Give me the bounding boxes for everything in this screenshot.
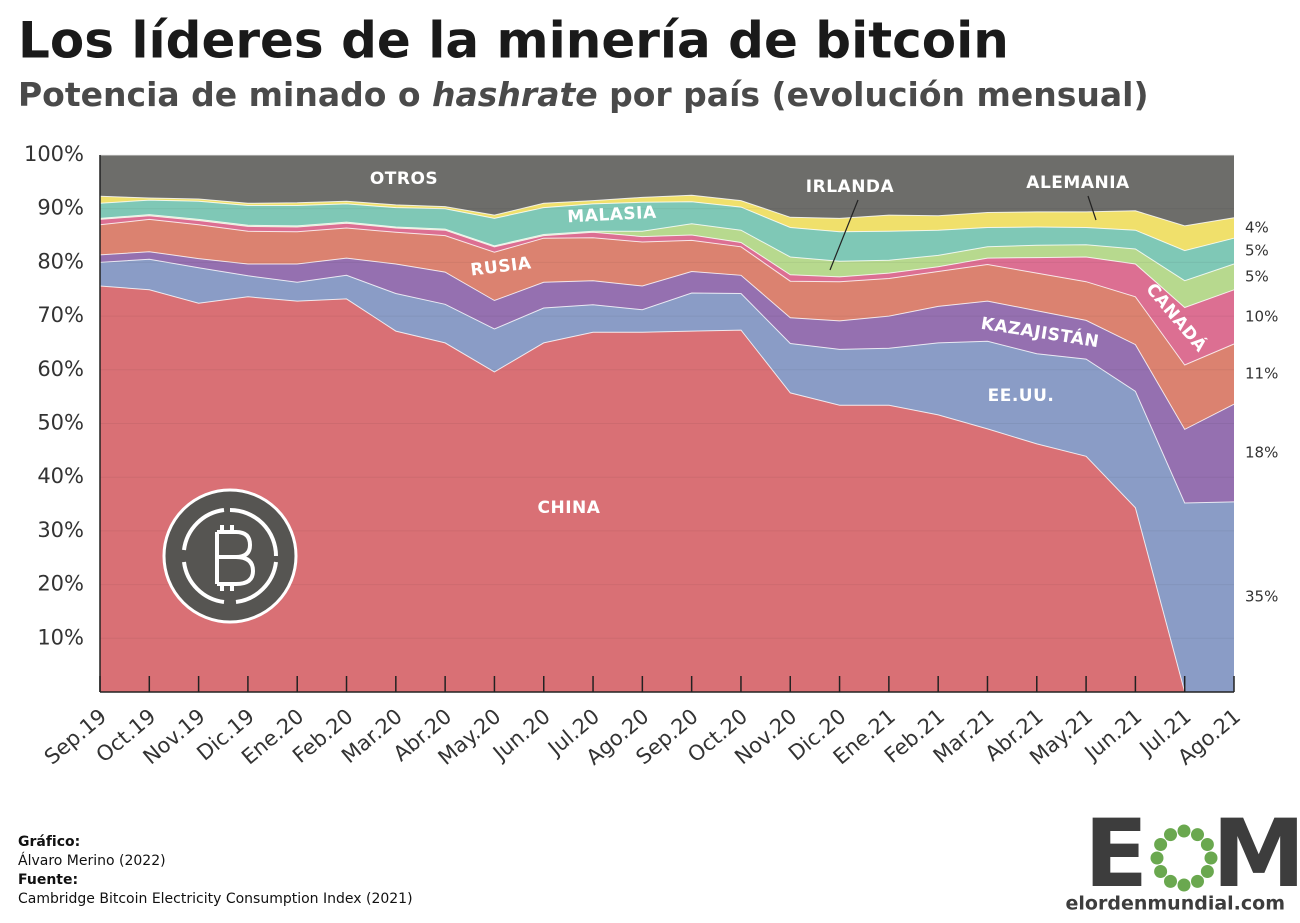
logo-dot [1191, 828, 1204, 842]
credit: Álvaro Merino (2022) [18, 852, 166, 869]
logo-ring [1150, 824, 1218, 892]
area-edge [99, 218, 1235, 366]
area-edge [99, 285, 1234, 693]
area-label: MALASIA [567, 203, 658, 228]
source-title: Fuente: [18, 872, 78, 888]
logo-dot [1191, 874, 1204, 888]
y-tick-label: 20% [37, 572, 84, 596]
end-label: 11% [1245, 365, 1278, 383]
area-edge [99, 258, 1235, 504]
y-tick-label: 60% [37, 357, 84, 381]
footer: Gráfico: Álvaro Merino (2022) Fuente: Ca… [18, 834, 413, 907]
area [100, 195, 1234, 251]
logo-letter: M [1212, 800, 1300, 909]
logo-dot [1164, 874, 1177, 888]
logo-dot [1200, 838, 1214, 851]
end-label: 35% [1245, 587, 1278, 605]
area-edge [99, 199, 1235, 252]
logo-dot [1177, 878, 1191, 892]
chart-title: Los líderes de la minería de bitcoin [18, 12, 1009, 70]
chart-subtitle: Potencia de minado o hashrate por país (… [18, 75, 1149, 114]
end-label: 4% [1245, 219, 1269, 237]
area [100, 251, 1234, 503]
logo-dot [1164, 828, 1177, 842]
y-tick-label: 100% [24, 142, 84, 166]
end-label: 5% [1245, 267, 1269, 285]
area [100, 219, 1234, 430]
end-label: 5% [1245, 242, 1269, 260]
logo: E M elordenmundial.com [1066, 800, 1300, 915]
logo-dot [1200, 865, 1214, 878]
area [100, 259, 1234, 692]
bitcoin-icon [162, 488, 298, 624]
subtitle-part: Potencia de minado o [18, 75, 432, 114]
subtitle-part: por país (evolución mensual) [598, 75, 1149, 114]
y-tick-label: 90% [37, 196, 84, 220]
end-label: 10% [1245, 307, 1278, 325]
y-tick-label: 10% [37, 625, 84, 649]
source: Cambridge Bitcoin Electricity Consumptio… [18, 891, 413, 907]
logo-dot [1154, 838, 1168, 851]
area-edge [99, 214, 1235, 282]
end-label: 18% [1245, 444, 1278, 462]
area [100, 200, 1234, 281]
area-label: OTROS [370, 169, 438, 189]
area-label: EE.UU. [988, 386, 1055, 406]
area-edge [99, 194, 1235, 227]
area-label: IRLANDA [806, 177, 895, 197]
area-label: CHINA [538, 498, 601, 518]
y-tick-label: 70% [37, 303, 84, 327]
area-edge [99, 215, 1235, 309]
area-label: ALEMANIA [1026, 173, 1130, 193]
y-tick-label: 80% [37, 249, 84, 273]
area [100, 286, 1234, 692]
leader-line [829, 199, 859, 271]
y-tick-label: 50% [37, 411, 84, 435]
area-edge [99, 251, 1235, 431]
plot-area [99, 154, 1235, 693]
logo-dot [1154, 865, 1168, 878]
logo-dot [1177, 824, 1191, 838]
area [100, 155, 1234, 226]
leader-line [1087, 195, 1097, 221]
logo-dot [1150, 851, 1164, 865]
credit-title: Gráfico: [18, 834, 80, 850]
logo-site: elordenmundial.com [1066, 893, 1285, 915]
logo-dot [1204, 851, 1218, 865]
y-tick-label: 40% [37, 464, 84, 488]
logo-letter: E [1084, 800, 1148, 909]
y-tick-label: 30% [37, 518, 84, 542]
area [100, 214, 1234, 308]
subtitle-part: hashrate [432, 75, 598, 114]
